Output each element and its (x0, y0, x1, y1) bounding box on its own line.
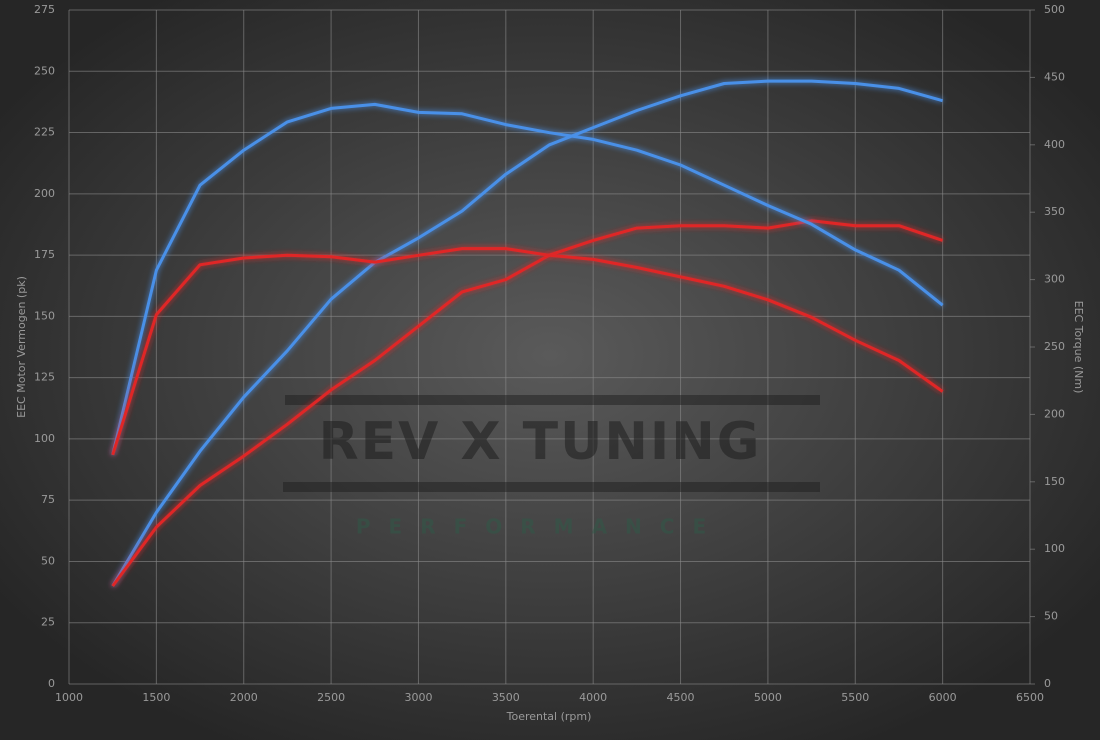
x-axis-label: Toerental (rpm) (506, 710, 592, 723)
y2-tick-label: 450 (1044, 70, 1065, 83)
y2-tick-label: 0 (1044, 677, 1051, 690)
y-tick-label: 125 (34, 371, 55, 384)
y-axis-label: EEC Motor Vermogen (pk) (15, 276, 28, 418)
y2-tick-label: 250 (1044, 340, 1065, 353)
watermark-subtext: PERFORMANCE (356, 515, 724, 539)
series-line (111, 79, 944, 587)
x-tick-label: 5500 (841, 691, 869, 704)
y-tick-label: 50 (41, 554, 55, 567)
y-tick-label: 0 (48, 677, 55, 690)
x-tick-label: 5000 (754, 691, 782, 704)
y2-tick-label: 50 (1044, 610, 1058, 623)
watermark: REV X TUNING PERFORMANCE (283, 395, 820, 539)
y2-axis-label: EEC Torque (Nm) (1072, 301, 1085, 394)
y-tick-label: 25 (41, 616, 55, 629)
y-tick-label: 225 (34, 126, 55, 139)
y-tick-label: 75 (41, 493, 55, 506)
x-tick-label: 3000 (404, 691, 432, 704)
y2-tick-label: 500 (1044, 3, 1065, 16)
y-tick-label: 200 (34, 187, 55, 200)
y2-tick-label: 150 (1044, 475, 1065, 488)
watermark-text: REV X TUNING (319, 412, 762, 472)
y2-tick-label: 350 (1044, 205, 1065, 218)
x-tick-label: 1000 (55, 691, 83, 704)
y-tick-label: 150 (34, 309, 55, 322)
y2-tick-label: 100 (1044, 542, 1065, 555)
y-tick-label: 275 (34, 3, 55, 16)
y2-tick-label: 200 (1044, 407, 1065, 420)
y2-tick-label: 300 (1044, 273, 1065, 286)
y-tick-label: 100 (34, 432, 55, 445)
x-tick-label: 6500 (1016, 691, 1044, 704)
watermark-bar (285, 395, 820, 405)
watermark-bar (283, 482, 820, 492)
y-tick-label: 175 (34, 248, 55, 261)
series-line (111, 247, 944, 456)
x-tick-label: 6000 (929, 691, 957, 704)
x-tick-label: 2000 (230, 691, 258, 704)
x-tick-label: 2500 (317, 691, 345, 704)
x-tick-label: 4500 (667, 691, 695, 704)
series-line (111, 102, 944, 456)
x-tick-label: 4000 (579, 691, 607, 704)
y-tick-label: 250 (34, 64, 55, 77)
y2-tick-label: 400 (1044, 138, 1065, 151)
x-tick-label: 3500 (492, 691, 520, 704)
x-tick-label: 1500 (142, 691, 170, 704)
